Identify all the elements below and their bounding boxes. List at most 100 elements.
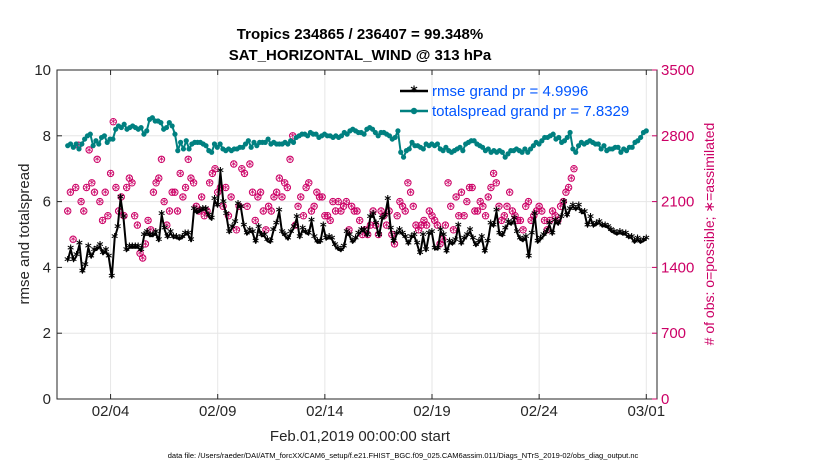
rmse-point: * — [593, 219, 600, 234]
rmse-point: * — [602, 220, 609, 235]
obs-assimilated-point: * — [458, 187, 464, 201]
obs-possible-point — [262, 226, 270, 234]
rmse-point: * — [534, 237, 541, 252]
rmse-point: * — [564, 210, 571, 225]
obs-assimilated-point: * — [515, 215, 521, 229]
obs-assimilated-point: * — [134, 220, 140, 234]
obs-assimilated-point: * — [180, 192, 186, 206]
obs-assimilated-point: * — [306, 178, 312, 192]
obs-assimilated-point: * — [70, 234, 76, 248]
rmse-point: * — [399, 229, 406, 244]
obs-possible-point — [487, 183, 495, 192]
rmse-point: * — [299, 224, 306, 239]
rmse-point: * — [179, 232, 186, 247]
x-tick-label: 02/09 — [199, 403, 237, 420]
rmse-point: * — [426, 229, 433, 244]
legend-spread-marker — [410, 107, 418, 115]
rmse-point: * — [276, 205, 283, 220]
rmse-point: * — [261, 230, 268, 245]
obs-assimilated-point: * — [536, 201, 542, 215]
obs-possible-point — [66, 188, 75, 196]
rmse-point: * — [120, 212, 127, 227]
obs-assimilated-point: * — [300, 211, 306, 225]
obs-assimilated-point: * — [392, 239, 398, 253]
obs-possible-point — [329, 197, 337, 206]
rmse-point: * — [549, 229, 556, 244]
rmse-point: * — [546, 219, 553, 234]
rmse-point: * — [196, 205, 203, 220]
rmse-point: * — [408, 232, 415, 247]
totalspread-point — [400, 154, 407, 160]
x-axis-ticks: 02/04 02/09 02/14 02/19 02/24 03/01 — [92, 70, 665, 420]
totalspread-point — [138, 124, 144, 131]
obs-assimilated-point: * — [394, 211, 400, 225]
obs-assimilated-point: * — [448, 201, 454, 215]
obs-possible-point — [256, 188, 265, 196]
rmse-point: * — [370, 209, 377, 224]
obs-assimilated-point: * — [290, 131, 296, 145]
obs-possible-point — [211, 165, 219, 173]
rmse-point: * — [205, 210, 212, 225]
rmse-point: * — [599, 220, 606, 235]
obs-assimilated-point: * — [142, 239, 148, 253]
obs-possible-point — [334, 197, 342, 206]
obs-assimilated-point: * — [467, 182, 473, 196]
rmse-point: * — [79, 266, 86, 281]
obs-possible-point — [463, 197, 471, 206]
obs-assimilated-point: * — [424, 220, 430, 234]
rmse-point: * — [337, 245, 344, 260]
rmse-point: * — [94, 243, 101, 258]
obs-possible-point — [275, 174, 284, 182]
y-tick-label: 4 — [43, 259, 51, 276]
obs-assimilated-point: * — [418, 220, 424, 234]
rmse-point: * — [625, 232, 632, 247]
obs-assimilated-point: * — [258, 187, 264, 201]
rmse-point: * — [540, 230, 547, 245]
obs-assimilated-point: * — [499, 215, 505, 229]
obs-assimilated-point: * — [319, 192, 325, 206]
rmse-point: * — [455, 220, 462, 235]
rmse-point: * — [605, 222, 612, 237]
rmse-point: * — [467, 225, 474, 240]
y-tick-label: 0 — [43, 391, 51, 408]
rmse-point: * — [114, 222, 121, 237]
rmse-point: * — [73, 250, 80, 265]
rmse-point: * — [452, 235, 459, 250]
obs-possible-point — [570, 165, 578, 173]
obs-possible-point — [235, 202, 243, 211]
rmse-point: * — [311, 232, 318, 247]
obs-assimilated-point: * — [308, 206, 314, 220]
rmse-point: * — [481, 247, 488, 262]
totalspread-point — [79, 141, 85, 147]
rmse-point: * — [238, 202, 245, 217]
rmse-point: * — [496, 229, 503, 244]
rmse-point: * — [355, 229, 362, 244]
totalspread-point — [265, 136, 271, 142]
obs-assimilated-point: * — [421, 215, 427, 229]
rmse-point: * — [332, 240, 339, 255]
rmse-point: * — [141, 230, 148, 245]
obs-assimilated-point: * — [183, 182, 189, 196]
y-tick-label: 10 — [34, 62, 51, 79]
rmse-point: * — [411, 230, 418, 245]
obs-assimilated-point: * — [231, 159, 237, 173]
obs-possible-point — [481, 212, 490, 220]
totalspread-point — [183, 138, 189, 144]
rmse-point: * — [352, 233, 359, 248]
obs-possible-point — [128, 179, 136, 187]
obs-assimilated-point: * — [201, 211, 207, 225]
rmse-point: * — [100, 248, 107, 263]
rmse-point: * — [487, 219, 494, 234]
obs-possible-point — [567, 174, 575, 182]
totalspread-point — [595, 141, 601, 147]
totalspread-point — [420, 146, 426, 152]
rmse-point: * — [473, 240, 480, 255]
obs-possible-point — [98, 216, 107, 225]
obs-possible-point — [267, 207, 275, 215]
x-tick-label: 02/19 — [413, 403, 451, 420]
obs-assimilated-point: * — [274, 187, 280, 201]
obs-assimilated-point: * — [164, 220, 170, 234]
rmse-point: * — [608, 225, 615, 240]
rmse-point: * — [273, 219, 280, 234]
obs-assimilated-point: * — [327, 215, 333, 229]
